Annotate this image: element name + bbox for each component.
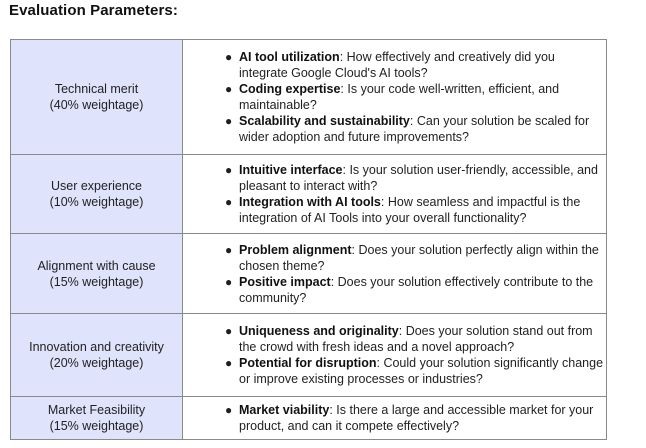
bullet-item: ● Integration with AI tools: How seamless… xyxy=(225,194,606,226)
criterion-bullet-list: ● Problem alignment: Does your solution p… xyxy=(183,242,606,306)
bullet-term: Coding expertise xyxy=(239,82,341,96)
bullet-icon: ● xyxy=(225,242,233,257)
bullet-item: ● Market viability: Is there a large and … xyxy=(225,402,606,434)
bullet-term: Positive impact xyxy=(239,274,331,289)
bullet-term: Problem alignment xyxy=(239,242,352,257)
bullet-icon: ● xyxy=(225,163,233,177)
bullet-text: : Is there a large and accessible market… xyxy=(239,403,594,433)
bullet-text: : How effectively and creatively did you… xyxy=(239,50,555,80)
evaluation-parameters-table: Technical merit (40% weightage) ● AI tool… xyxy=(10,39,607,440)
bullet-term: Integration with AI tools xyxy=(239,195,381,209)
bullet-text: : How seamless and impactful is the inte… xyxy=(239,195,581,225)
criterion-details: ● Intuitive interface: Is your solution u… xyxy=(182,154,607,234)
bullet-text: : Does your solution stand out from the … xyxy=(239,324,593,354)
criterion-details: ● AI tool utilization: How effectively an… xyxy=(182,39,607,155)
criterion-weightage: (15% weightage) xyxy=(49,419,144,433)
bullet-icon: ● xyxy=(225,82,233,96)
criterion-cell: Market Feasibility (15% weightage) xyxy=(10,396,183,440)
bullet-text: : Is your solution user-friendly, access… xyxy=(239,163,598,193)
criterion-name: User experience xyxy=(50,179,142,193)
bullet-text: : Does your solution effectively contrib… xyxy=(239,274,594,305)
criterion-name: Technical merit xyxy=(54,82,139,96)
bullet-item: ● Coding expertise: Is your code well-wri… xyxy=(225,81,606,113)
criterion-weightage: (15% weightage) xyxy=(49,274,144,289)
criterion-cell: User experience (10% weightage) xyxy=(10,154,183,234)
criterion-name: Innovation and creativity xyxy=(29,340,164,354)
criterion-weightage: (20% weightage) xyxy=(49,356,144,370)
bullet-text: : Does your solution perfectly align wit… xyxy=(239,242,599,273)
table-row-technical-merit: Technical merit (40% weightage) ● AI tool… xyxy=(10,39,607,155)
bullet-item: ● Intuitive interface: Is your solution u… xyxy=(225,162,606,194)
criterion-cell: Innovation and creativity (20% weightage… xyxy=(10,313,183,397)
bullet-term: Uniqueness and originality xyxy=(239,324,399,338)
criterion-name: Alignment with cause xyxy=(37,258,156,273)
bullet-text: : Is your code well-written, efficient, … xyxy=(239,82,560,112)
bullet-item: ● Scalability and sustainability: Can you… xyxy=(225,113,606,145)
bullet-text: : Could your solution significantly chan… xyxy=(239,356,604,386)
bullet-icon: ● xyxy=(225,324,233,338)
bullet-icon: ● xyxy=(225,114,233,128)
bullet-text: : Can your solution be scaled for wider … xyxy=(239,114,590,144)
bullet-item: ● Problem alignment: Does your solution p… xyxy=(225,242,606,274)
bullet-item: ● Uniqueness and originality: Does your s… xyxy=(225,323,606,355)
criterion-details: ● Uniqueness and originality: Does your s… xyxy=(182,313,607,397)
bullet-term: Potential for disruption xyxy=(239,356,377,370)
bullet-item: ● Positive impact: Does your solution eff… xyxy=(225,274,606,306)
table-row-innovation-and-creativity: Innovation and creativity (20% weightage… xyxy=(10,313,607,397)
criterion-weightage: (40% weightage) xyxy=(49,98,144,112)
bullet-term: Scalability and sustainability xyxy=(239,114,410,128)
bullet-icon: ● xyxy=(225,50,233,64)
table-row-market-feasibility: Market Feasibility (15% weightage) ● Mark… xyxy=(10,396,607,440)
criterion-bullet-list: ● Uniqueness and originality: Does your s… xyxy=(183,323,606,387)
criterion-bullet-list: ● AI tool utilization: How effectively an… xyxy=(183,49,606,145)
criterion-cell: Technical merit (40% weightage) xyxy=(10,39,183,155)
bullet-term: Intuitive interface xyxy=(239,163,343,177)
bullet-icon: ● xyxy=(225,356,233,370)
bullet-term: Market viability xyxy=(239,403,330,417)
criterion-name: Market Feasibility xyxy=(47,403,146,417)
page-heading: Evaluation Parameters: xyxy=(9,2,178,19)
bullet-item: ● AI tool utilization: How effectively an… xyxy=(225,49,606,81)
criterion-details: ● Market viability: Is there a large and … xyxy=(182,396,607,440)
criterion-bullet-list: ● Market viability: Is there a large and … xyxy=(183,402,606,434)
criterion-cell: Alignment with cause (15% weightage) xyxy=(10,233,183,314)
bullet-item: ● Potential for disruption: Could your so… xyxy=(225,355,606,387)
criterion-weightage: (10% weightage) xyxy=(49,195,144,209)
criterion-bullet-list: ● Intuitive interface: Is your solution u… xyxy=(183,162,606,226)
bullet-icon: ● xyxy=(225,195,233,209)
bullet-icon: ● xyxy=(225,274,233,289)
bullet-term: AI tool utilization xyxy=(239,50,340,64)
table-row-alignment-with-cause: Alignment with cause (15% weightage) ● Pr… xyxy=(10,233,607,314)
bullet-icon: ● xyxy=(225,403,233,417)
table-row-user-experience: User experience (10% weightage) ● Intuiti… xyxy=(10,154,607,234)
criterion-details: ● Problem alignment: Does your solution p… xyxy=(182,233,607,314)
